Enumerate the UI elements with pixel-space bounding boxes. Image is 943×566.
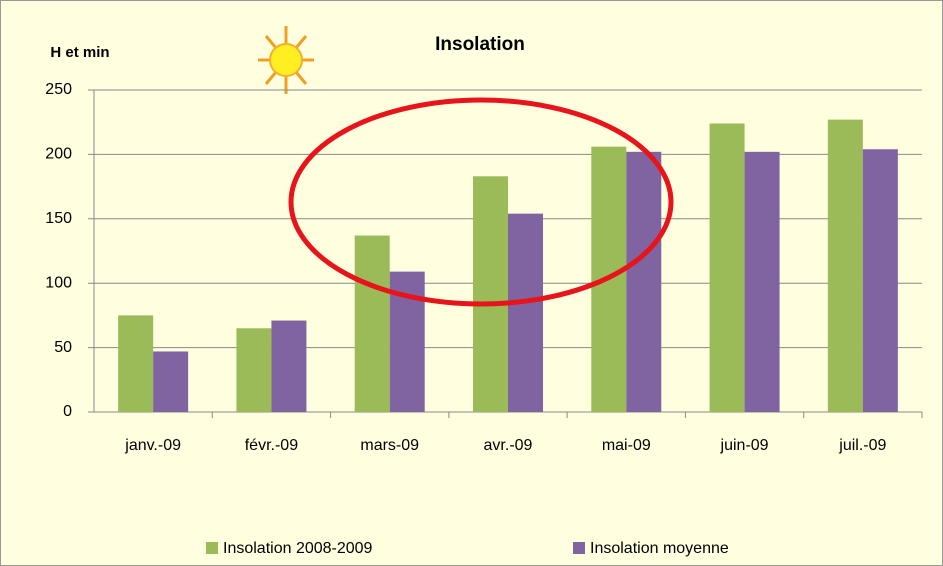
y-tick-label: 150 — [45, 210, 72, 227]
bar — [709, 123, 745, 412]
y-tick-label: 250 — [45, 81, 72, 98]
sun-icon — [258, 26, 314, 94]
y-tick-label: 200 — [45, 146, 72, 163]
bar — [508, 213, 543, 412]
bar — [236, 328, 272, 412]
bar — [153, 351, 189, 412]
x-tick-label: mai-09 — [602, 437, 651, 454]
x-tick-label: janv.-09 — [124, 437, 181, 454]
y-tick-label: 50 — [54, 339, 72, 356]
bar — [626, 151, 662, 412]
legend-label: Insolation 2008-2009 — [223, 540, 373, 557]
legend-swatch — [206, 542, 218, 554]
x-tick-label: avr.-09 — [484, 437, 533, 454]
chart-title: Insolation — [435, 34, 525, 55]
y-tick-label: 0 — [63, 403, 72, 420]
x-tick-label: juil.-09 — [838, 437, 886, 454]
legend-label: Insolation moyenne — [590, 540, 729, 557]
bar — [862, 149, 898, 413]
highlight-ellipse — [288, 97, 674, 307]
bar — [744, 151, 780, 412]
bar — [271, 320, 307, 412]
x-tick-label: mars-09 — [360, 437, 419, 454]
bar — [473, 176, 508, 412]
y-tick-label: 100 — [45, 274, 72, 291]
bar — [118, 315, 154, 412]
x-tick-label: juin-09 — [720, 437, 769, 454]
bar — [827, 119, 863, 413]
y-axis-label: H et min — [50, 44, 109, 61]
bar — [354, 235, 390, 412]
x-tick-label: févr.-09 — [245, 437, 298, 454]
legend-swatch — [573, 542, 585, 554]
